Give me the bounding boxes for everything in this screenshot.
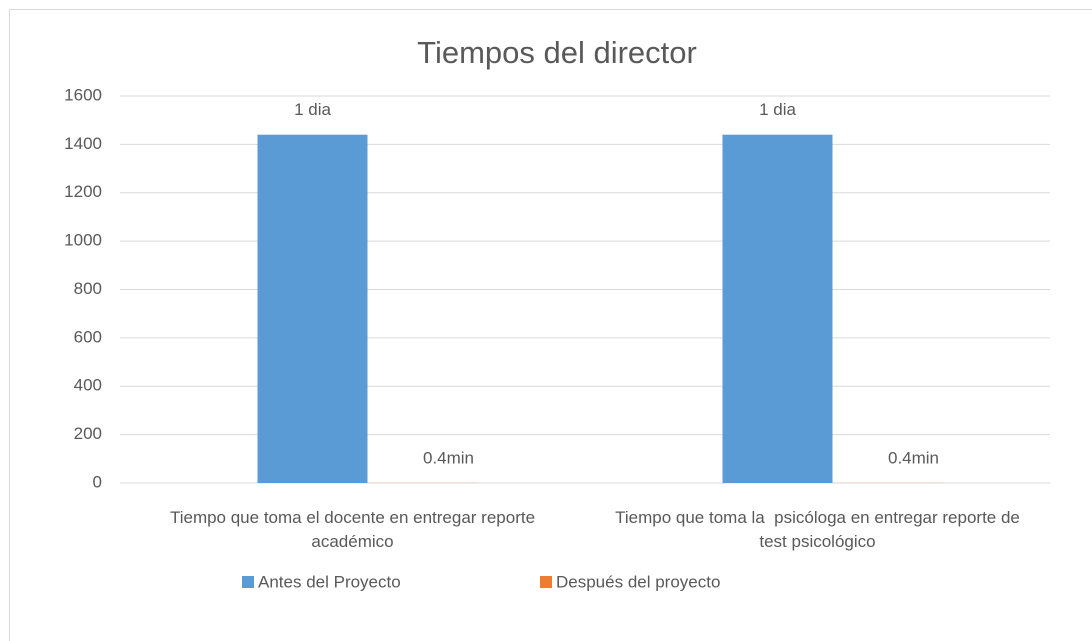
y-tick-label: 1000 <box>64 231 102 250</box>
chart-border <box>9 9 1092 641</box>
y-tick-label: 0 <box>93 472 102 491</box>
legend-swatch <box>242 576 254 588</box>
y-tick-label: 1400 <box>64 134 102 153</box>
y-tick-label: 800 <box>74 279 102 298</box>
x-tick-label: Tiempo que toma la psicóloga en entregar… <box>615 508 1025 551</box>
bar <box>257 134 368 483</box>
legend-label: Después del proyecto <box>556 572 720 591</box>
value-label: 1 dia <box>294 100 331 119</box>
legend-swatch <box>540 576 552 588</box>
value-label: 1 dia <box>759 100 796 119</box>
y-tick-label: 1200 <box>64 182 102 201</box>
chart-title: Tiempos del director <box>417 35 697 70</box>
y-tick-label: 200 <box>74 424 102 443</box>
value-label: 0.4min <box>423 448 474 467</box>
legend-label: Antes del Proyecto <box>258 572 401 591</box>
y-tick-label: 400 <box>74 376 102 395</box>
y-tick-label: 600 <box>74 327 102 346</box>
value-label: 0.4min <box>888 448 939 467</box>
y-tick-label: 1600 <box>64 85 102 104</box>
bar <box>722 134 833 483</box>
x-tick-label: Tiempo que toma el docente en entregar r… <box>169 508 540 551</box>
